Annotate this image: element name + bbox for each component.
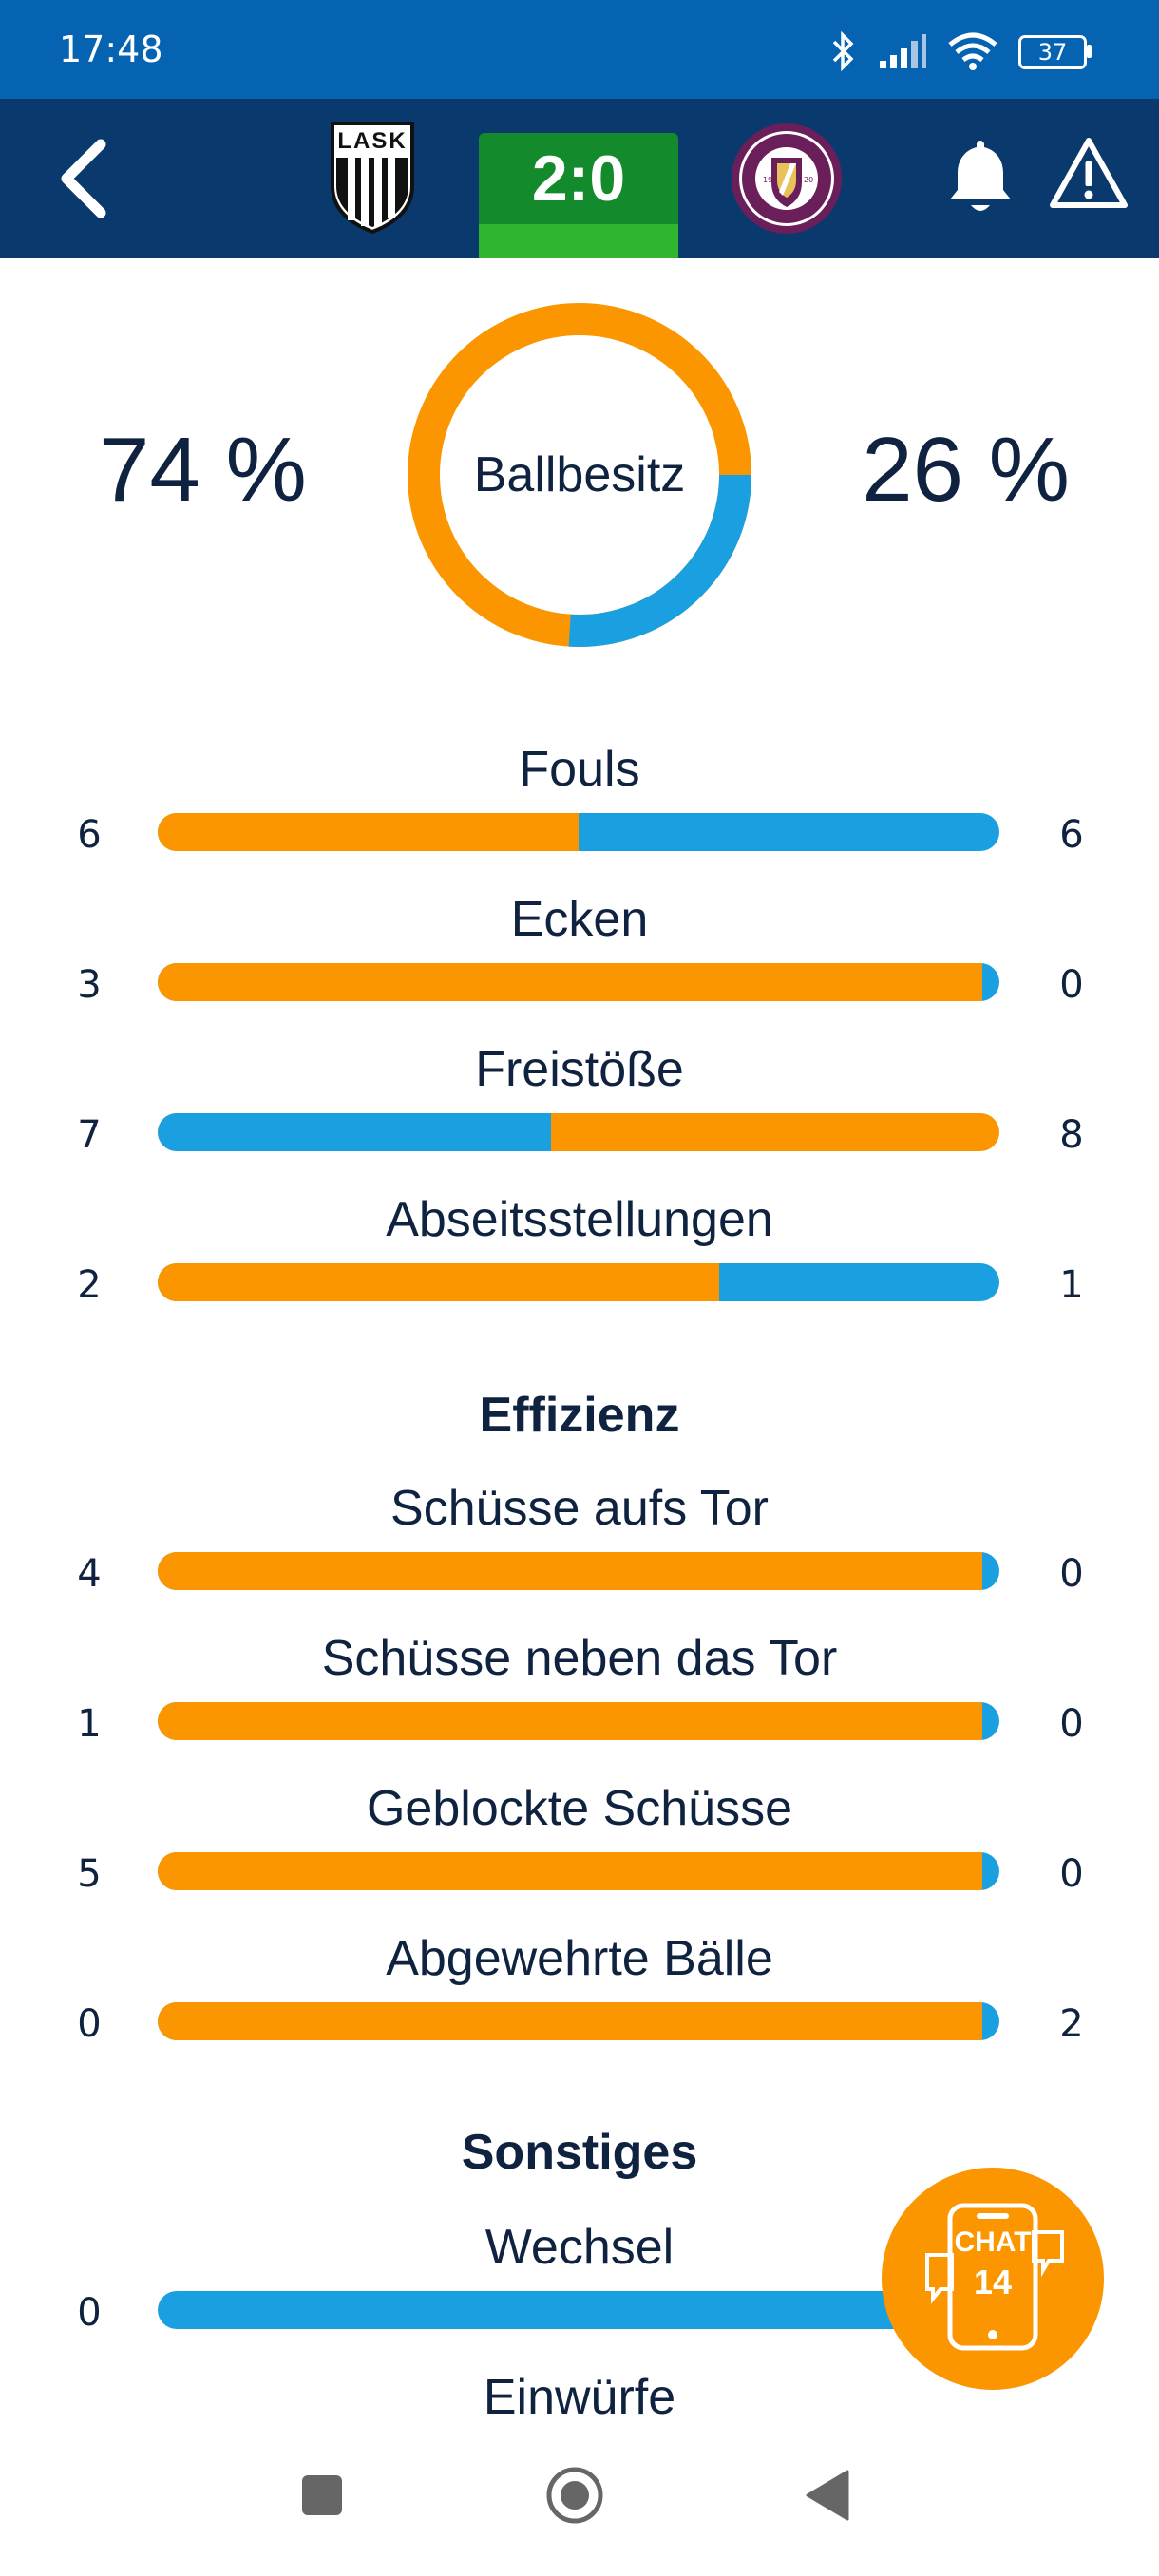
status-icons: 37 (830, 28, 1092, 74)
stat-away-value: 2 (1059, 2002, 1084, 2046)
stat-home-value: 5 (77, 1852, 102, 1896)
away-possession: 26 % (862, 419, 1070, 521)
stat-home-fill (158, 1852, 983, 1890)
battery-level: 37 (1037, 39, 1068, 66)
stat-row-wechsel: Wechsel 0 (0, 2219, 1159, 2352)
section-title-effizienz: Effizienz (479, 1388, 680, 1443)
chat-label: CHAT (954, 2226, 1032, 2258)
home-possession: 74 % (99, 419, 307, 521)
status-time: 17:48 (59, 28, 163, 70)
stat-away-value: 0 (1059, 1702, 1084, 1746)
stat-home-value: 1 (77, 1702, 102, 1746)
stat-row-abseits: Abseitsstellungen 2 1 (0, 1191, 1159, 1324)
battery-icon: 37 (1018, 35, 1092, 69)
stat-home-fill (158, 1552, 983, 1590)
match-score[interactable]: 2:0 (479, 133, 678, 224)
stat-home-fill (158, 1263, 719, 1301)
stat-label: Freistöße (475, 1042, 684, 1097)
back-icon[interactable] (46, 135, 125, 222)
stat-away-value: 6 (1059, 813, 1084, 857)
stat-home-fill (158, 1113, 551, 1151)
possession-donut (408, 303, 751, 647)
stat-away-value: 0 (1059, 963, 1084, 1007)
chat-count: 14 (973, 2263, 1013, 2301)
stat-home-value: 4 (77, 1552, 102, 1596)
bluetooth-icon (832, 30, 854, 72)
stat-away-value: 0 (1059, 1852, 1084, 1896)
stat-home-value: 0 (77, 2002, 102, 2046)
signal-icon (880, 34, 926, 68)
stat-bar (158, 1263, 999, 1301)
stat-bar (158, 1113, 999, 1151)
stat-label: Geblockte Schüsse (366, 1781, 793, 1836)
stat-home-fill (158, 813, 579, 851)
match-header: LASK 2:0 19 20 (0, 99, 1159, 258)
home-icon[interactable] (545, 2466, 604, 2525)
stat-label: Einwürfe (483, 2370, 676, 2425)
away-team-logo[interactable]: 19 20 (730, 122, 844, 236)
system-nav-bar (0, 2432, 1159, 2576)
svg-text:19: 19 (763, 176, 772, 184)
stat-row-einwuerfe: Einwürfe (0, 2369, 1159, 2502)
stat-home-value: 0 (77, 2291, 102, 2335)
svg-text:20: 20 (804, 176, 813, 184)
stat-home-value: 2 (77, 1263, 102, 1307)
stat-bar (158, 2291, 999, 2329)
stat-label: Schüsse aufs Tor (390, 1481, 769, 1536)
bell-icon[interactable] (942, 135, 1018, 220)
stat-row-fouls: Fouls 6 6 (0, 741, 1159, 874)
stat-away-value: 8 (1059, 1113, 1084, 1157)
stat-label: Abseitsstellungen (386, 1192, 773, 1247)
stat-bar (158, 2002, 999, 2040)
stat-row-schuesse-neben: Schüsse neben das Tor 1 0 (0, 1630, 1159, 1763)
stat-home-fill (158, 1702, 983, 1740)
stat-away-value: 0 (1059, 1552, 1084, 1596)
stat-label: Ecken (510, 892, 649, 947)
stat-bar (158, 1702, 999, 1740)
chat-phone-icon (925, 2203, 1064, 2351)
stat-home-value: 3 (77, 963, 102, 1007)
donut-away-arc (408, 303, 751, 647)
stat-bar (158, 813, 999, 851)
score-live-indicator (479, 224, 678, 258)
chat-button[interactable]: CHAT 14 (882, 2168, 1104, 2390)
home-team-logo[interactable]: LASK (327, 120, 418, 235)
stat-label: Abgewehrte Bälle (386, 1931, 773, 1986)
stat-row-abgewehrte-baelle: Abgewehrte Bälle 0 2 (0, 1930, 1159, 2063)
stat-away-value: 1 (1059, 1263, 1084, 1307)
stat-bar (158, 1852, 999, 1890)
stat-home-fill (158, 2002, 983, 2040)
alert-icon[interactable] (1049, 135, 1129, 211)
stat-bar (158, 1552, 999, 1590)
possession-label: Ballbesitz (473, 447, 686, 502)
stat-home-fill (158, 963, 983, 1001)
recent-apps-icon[interactable] (302, 2475, 342, 2515)
stat-home-value: 7 (77, 1113, 102, 1157)
stat-row-ecken: Ecken 3 0 (0, 891, 1159, 1024)
stat-label: Wechsel (484, 2220, 674, 2275)
wifi-icon (948, 32, 998, 70)
home-team-name: LASK (337, 128, 408, 154)
stat-row-geblockte-schuesse: Geblockte Schüsse 5 0 (0, 1780, 1159, 1913)
stat-bar (158, 963, 999, 1001)
section-title-sonstiges: Sonstiges (461, 2125, 698, 2180)
stat-label: Fouls (519, 742, 640, 797)
stat-row-freistoesse: Freistöße 7 8 (0, 1041, 1159, 1174)
stat-home-value: 6 (77, 813, 102, 857)
stat-row-schuesse-aufs-tor: Schüsse aufs Tor 4 0 (0, 1480, 1159, 1613)
status-bar: 17:48 37 (0, 0, 1159, 99)
back-nav-icon[interactable] (806, 2470, 849, 2521)
stat-label: Schüsse neben das Tor (321, 1631, 838, 1686)
